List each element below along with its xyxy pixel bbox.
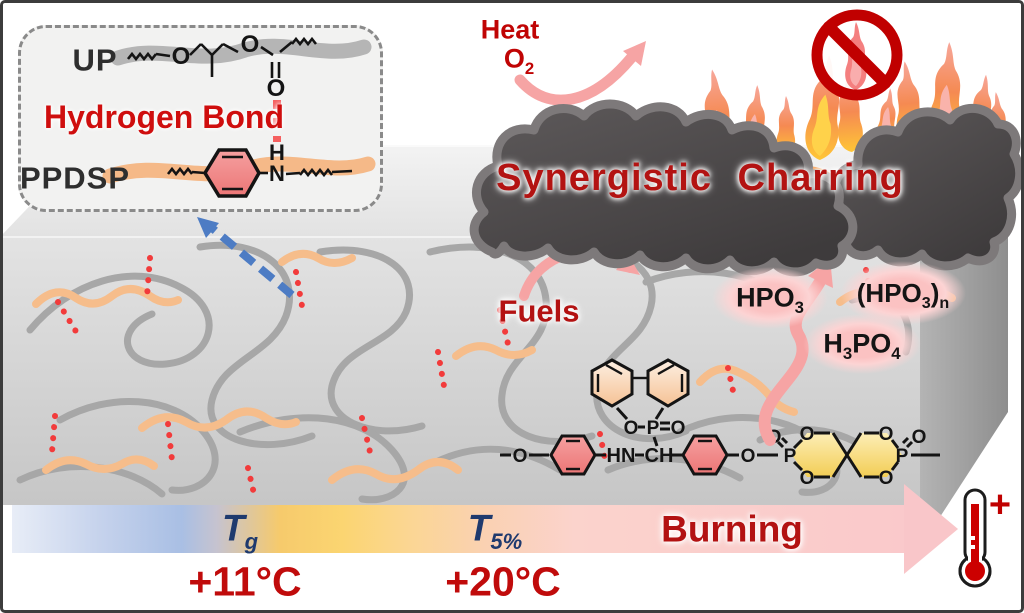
ppdsp-aromatic-bonds (222, 155, 243, 191)
up-label: UP (72, 42, 118, 78)
temperature-band-arrowhead (904, 484, 958, 574)
spiro-phosphate-ring (847, 433, 902, 477)
atom-label-o: O (671, 418, 686, 439)
t5-label: T5% (467, 507, 523, 554)
hpo3-label: HPO3 (736, 282, 804, 317)
atom-label-o: O (513, 446, 528, 467)
atom-label-p: P (784, 446, 797, 467)
atom-label-o: O (800, 424, 815, 445)
aromatic-bonds (566, 439, 712, 471)
atom-label-o: O (879, 468, 894, 489)
hydrogen-bond-label: Hydrogen Bond (44, 99, 284, 135)
h3po4-label: H3PO4 (823, 328, 901, 363)
hydrogen-bond-dots (49, 255, 875, 501)
atom-label-o: O (741, 446, 756, 467)
tg-label: Tg (221, 507, 259, 554)
tg-delta-label: +11°C (188, 558, 302, 605)
benzene-ring (681, 434, 729, 476)
atom-label-o: O (912, 427, 927, 448)
prohibition-bar-icon (823, 21, 891, 89)
heat-arrowhead-icon (623, 41, 646, 66)
dopo-ring (590, 358, 634, 408)
atom-label-ch: CH (645, 445, 674, 467)
char-title: Synergistic Charring (496, 157, 904, 199)
atom-label-n: N (269, 161, 285, 186)
dopo-inner-bonds (596, 363, 684, 392)
atom-label-h: H (269, 140, 285, 165)
atom-label-o: O (879, 424, 894, 445)
char-blob-right (827, 103, 1024, 271)
heat-label: Heat (480, 14, 540, 45)
atom-label-o: O (172, 43, 191, 70)
t5-delta-label: +20°C (445, 558, 561, 605)
molecule-bonds (500, 406, 778, 457)
atom-label-o: O (241, 31, 260, 58)
prohibition-ring-icon (811, 9, 903, 101)
h3po4-bubble (803, 314, 921, 374)
hpo3-bubble (712, 267, 828, 329)
hpo3n-label: (HPO3)n (856, 278, 950, 313)
atom-label-p: P (896, 446, 909, 467)
char-blob-left (469, 99, 858, 277)
o2-label: O2 (503, 43, 535, 78)
atom-label-o: O (624, 418, 639, 439)
temperature-gradient-band (12, 505, 904, 553)
burning-label: Burning (661, 508, 803, 550)
spiro-phosphate-ring (792, 433, 847, 477)
temperature-plus-label: + (988, 484, 1012, 526)
ppdsp-benzene-ring (202, 148, 262, 198)
zoom-in-arrowhead-icon (197, 217, 219, 238)
benzene-ring (549, 434, 597, 476)
atom-label-o: O (267, 75, 286, 102)
spiro-bonds (776, 431, 940, 479)
zoom-in-dashed-arrow (209, 224, 295, 299)
fuels-label: Fuels (498, 293, 580, 329)
atom-label-hn: HN (607, 445, 636, 467)
atom-label-p: P (647, 418, 660, 439)
heat-o2-arrow (514, 46, 642, 106)
atom-label-o: O (800, 468, 815, 489)
up-backbone-bonds (126, 36, 318, 78)
dopo-ring (646, 358, 690, 408)
ppdsp-label: PPDSP (19, 160, 131, 196)
